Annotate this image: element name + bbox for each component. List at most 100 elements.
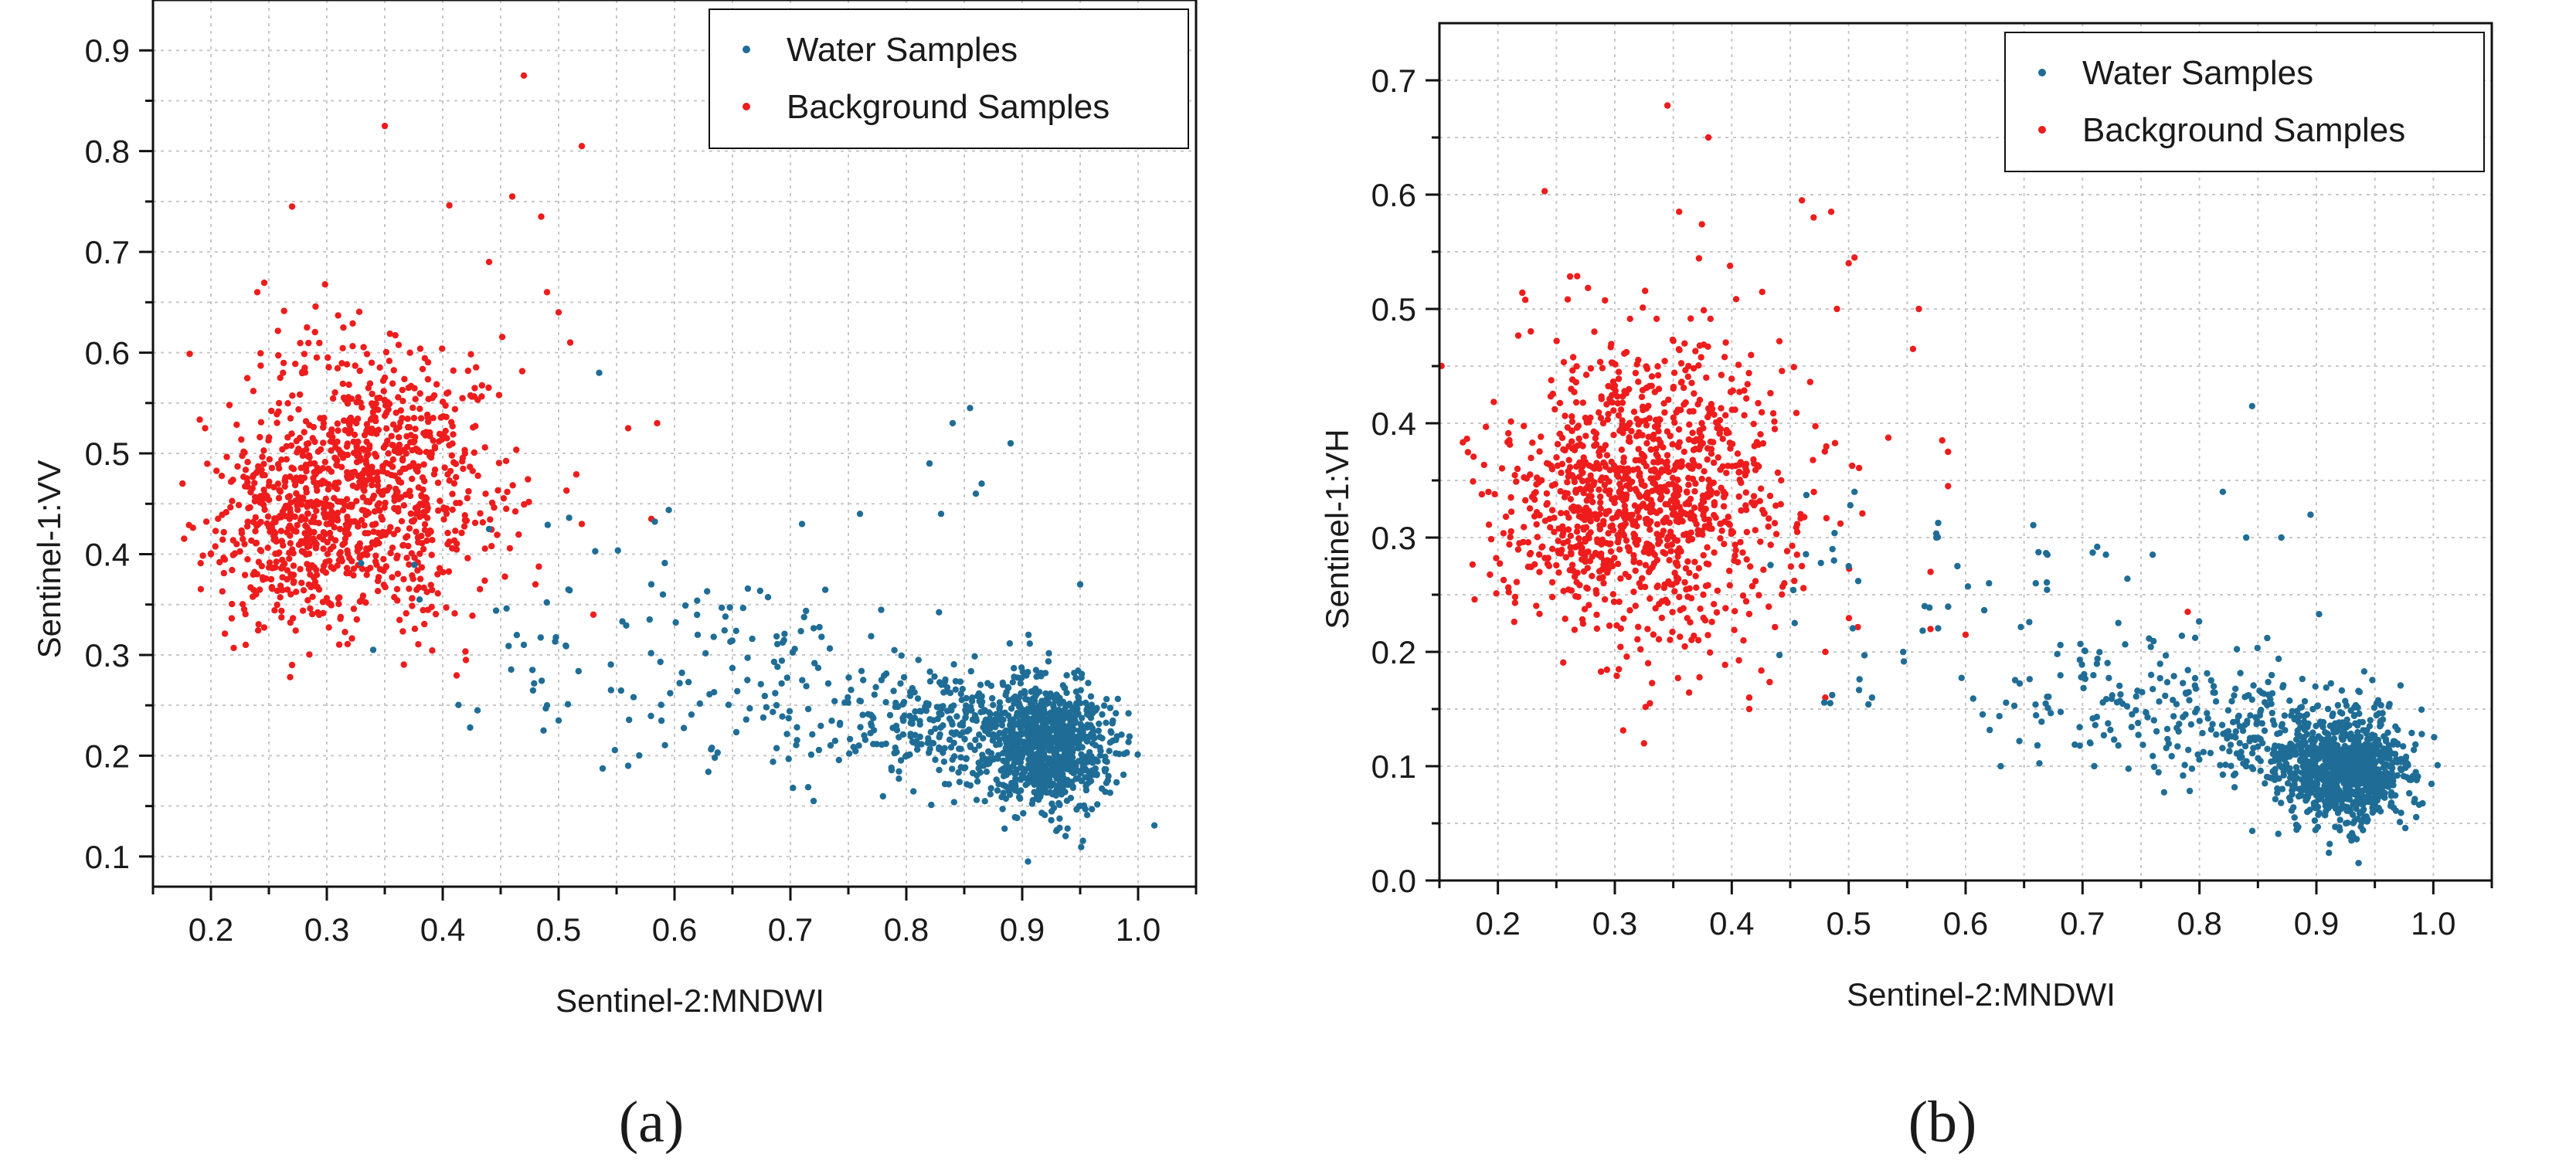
data-point	[449, 440, 455, 446]
data-point	[623, 623, 629, 629]
data-point	[538, 213, 544, 219]
data-point	[783, 731, 790, 737]
data-point	[773, 702, 780, 708]
data-point	[858, 698, 864, 704]
data-point	[983, 717, 989, 723]
data-point	[364, 351, 370, 357]
data-point	[1048, 762, 1055, 769]
data-point	[1657, 416, 1663, 422]
data-point	[2340, 775, 2347, 781]
series-background	[179, 73, 661, 680]
y-tick-label: 0.1	[85, 839, 130, 875]
data-point	[1037, 793, 1043, 799]
data-point	[1511, 619, 1517, 625]
data-point	[395, 508, 401, 514]
data-point	[336, 594, 342, 600]
data-point	[320, 545, 326, 551]
data-point	[1035, 712, 1041, 718]
data-point	[271, 565, 277, 571]
data-point	[734, 688, 740, 694]
data-point	[351, 565, 357, 572]
data-point	[371, 493, 377, 499]
data-point	[1534, 509, 1540, 515]
data-point	[1576, 473, 1582, 480]
data-point	[286, 550, 292, 556]
data-point	[1598, 393, 1604, 399]
data-point	[540, 728, 546, 734]
data-point	[1579, 547, 1585, 553]
data-point	[372, 508, 378, 514]
data-point	[213, 467, 219, 473]
data-point	[1771, 419, 1777, 425]
data-point	[260, 447, 267, 453]
data-point	[370, 646, 376, 653]
data-point	[982, 798, 988, 804]
data-point	[1733, 296, 1739, 302]
data-point	[1534, 474, 1540, 480]
data-point	[892, 700, 899, 706]
data-point	[1505, 430, 1511, 436]
data-point	[1710, 439, 1716, 445]
data-point	[411, 555, 417, 561]
data-point	[521, 642, 527, 648]
data-point	[1046, 718, 1052, 724]
data-point	[953, 729, 959, 735]
data-point	[2237, 755, 2243, 761]
data-point	[342, 530, 348, 536]
data-point	[294, 507, 301, 513]
data-point	[2299, 676, 2306, 682]
data-point	[1670, 384, 1677, 390]
data-point	[387, 331, 393, 337]
data-point	[971, 653, 977, 660]
data-point	[855, 742, 861, 748]
data-point	[1667, 433, 1674, 439]
data-point	[1639, 394, 1645, 400]
data-point	[1807, 378, 1813, 385]
data-point	[400, 466, 406, 472]
data-point	[1593, 464, 1599, 470]
data-point	[1053, 722, 1059, 728]
points	[179, 73, 1157, 865]
data-point	[316, 534, 322, 540]
data-point	[746, 705, 753, 711]
y-tick-label: 0.8	[85, 134, 130, 170]
y-tick-label: 0.7	[85, 234, 130, 270]
data-point	[436, 438, 442, 444]
data-point	[1582, 536, 1588, 542]
data-point	[1082, 754, 1089, 760]
data-point	[2334, 771, 2340, 777]
data-point	[1025, 632, 1031, 638]
data-point	[1779, 592, 1785, 598]
data-point	[328, 503, 335, 509]
data-point	[1714, 490, 1720, 496]
data-point	[976, 731, 982, 738]
data-point	[326, 558, 332, 564]
data-point	[1037, 775, 1043, 782]
data-point	[304, 324, 310, 331]
data-point	[363, 545, 369, 551]
data-point	[1493, 590, 1499, 596]
data-point	[496, 460, 502, 466]
data-point	[878, 606, 884, 612]
data-point	[304, 597, 311, 603]
data-point	[1036, 785, 1042, 792]
data-point	[396, 341, 402, 348]
data-point	[763, 704, 770, 711]
data-point	[865, 711, 872, 718]
data-point	[1822, 649, 1828, 655]
data-point	[1568, 587, 1575, 593]
data-point	[893, 749, 899, 755]
data-point	[1794, 529, 1800, 535]
data-point	[2364, 766, 2370, 772]
data-point	[1718, 528, 1725, 534]
data-point	[208, 551, 214, 557]
data-point	[1597, 500, 1603, 506]
data-point	[2367, 717, 2374, 723]
data-point	[1085, 680, 1091, 686]
data-point	[2308, 789, 2314, 796]
data-point	[391, 367, 397, 373]
data-point	[256, 496, 262, 502]
data-point	[2350, 820, 2357, 826]
x-tick-label: 0.6	[652, 911, 697, 948]
data-point	[1630, 589, 1636, 595]
